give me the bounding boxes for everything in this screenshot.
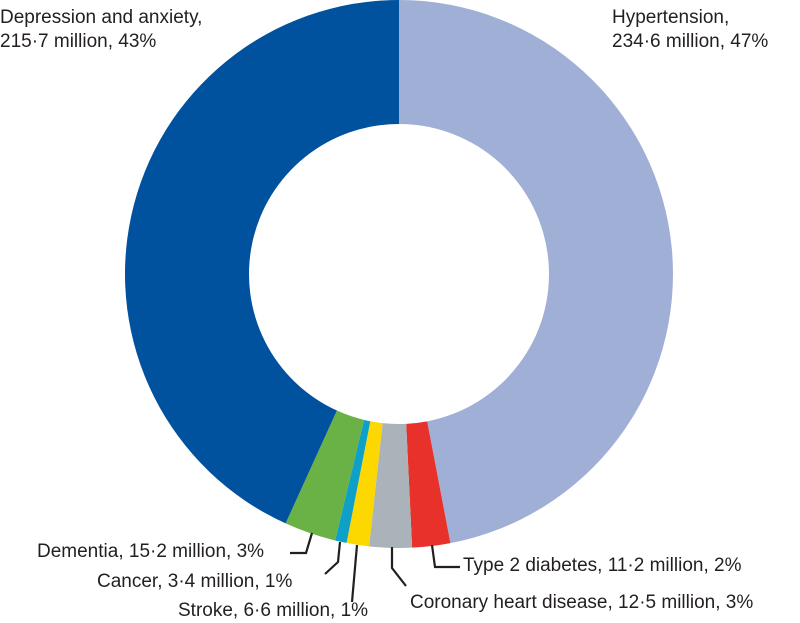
label-hypertension-line2: 234·6 million, 47% [612, 31, 769, 52]
label-depression-line2: 215·7 million, 43% [0, 31, 157, 52]
label-hypertension: Hypertension, 234·6 million, 47% [612, 6, 768, 54]
label-depression: Depression and anxiety, 215·7 million, 4… [0, 6, 202, 54]
label-diabetes: Type 2 diabetes, 11·2 million, 2% [463, 555, 742, 576]
leader-line-stroke [350, 544, 359, 603]
slice-type-2-diabetes [406, 421, 451, 548]
label-depression-line1: Depression and anxiety, [0, 7, 203, 28]
label-coronary: Coronary heart disease, 12·5 million, 3% [410, 592, 754, 613]
slice-coronary-heart-disease [369, 423, 413, 548]
slice-depression-and-anxiety [125, 0, 399, 524]
slice-stroke [346, 421, 383, 547]
slice-dementia [285, 410, 365, 541]
leader-line-dementia [290, 532, 314, 555]
label-dementia: Dementia, 15·2 million, 3% [37, 541, 265, 562]
label-cancer: Cancer, 3·4 million, 1% [97, 571, 293, 592]
label-stroke: Stroke, 6·6 million, 1% [178, 600, 369, 621]
leader-line-diabetes [430, 544, 460, 569]
slice-hypertension [399, 0, 673, 544]
leader-line-coronary [390, 547, 407, 587]
leader-line-cancer [324, 541, 342, 575]
label-hypertension-line1: Hypertension, [612, 7, 730, 28]
slice-cancer [335, 419, 371, 543]
